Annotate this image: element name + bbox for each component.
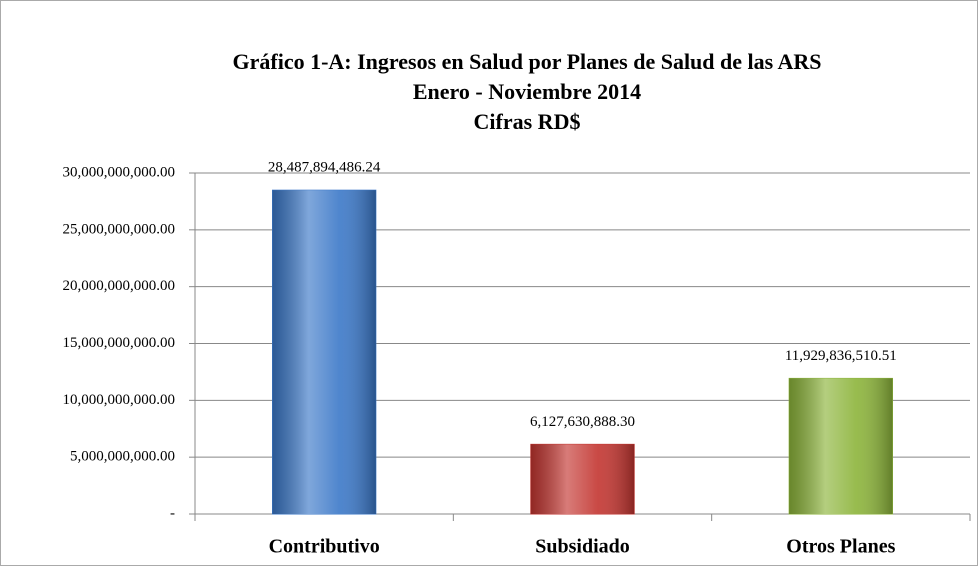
y-tick-label: 30,000,000,000.00 bbox=[63, 164, 176, 180]
x-tick-label: Subsidiado bbox=[535, 536, 630, 558]
bar-shine bbox=[789, 378, 893, 514]
y-tick-label: - bbox=[170, 505, 175, 521]
data-label: 28,487,894,486.24 bbox=[268, 160, 381, 176]
y-tick-label: 20,000,000,000.00 bbox=[63, 278, 176, 294]
bar-shine bbox=[272, 190, 376, 514]
data-label: 6,127,630,888.30 bbox=[530, 414, 635, 430]
y-tick-label: 15,000,000,000.00 bbox=[63, 335, 176, 351]
data-label: 11,929,836,510.51 bbox=[785, 348, 897, 364]
chart-title: Gráfico 1-A: Ingresos en Salud por Plane… bbox=[233, 49, 822, 74]
y-tick-label: 5,000,000,000.00 bbox=[70, 449, 175, 465]
y-tick-label: 10,000,000,000.00 bbox=[63, 392, 176, 408]
bar-shine bbox=[530, 444, 635, 514]
y-tick-label: 25,000,000,000.00 bbox=[63, 221, 176, 237]
chart-subtitle: Enero - Noviembre 2014 bbox=[413, 79, 641, 104]
x-tick-label: Otros Planes bbox=[786, 536, 895, 558]
chart-subtitle: Cifras RD$ bbox=[474, 109, 581, 134]
x-tick-label: Contributivo bbox=[269, 536, 380, 558]
